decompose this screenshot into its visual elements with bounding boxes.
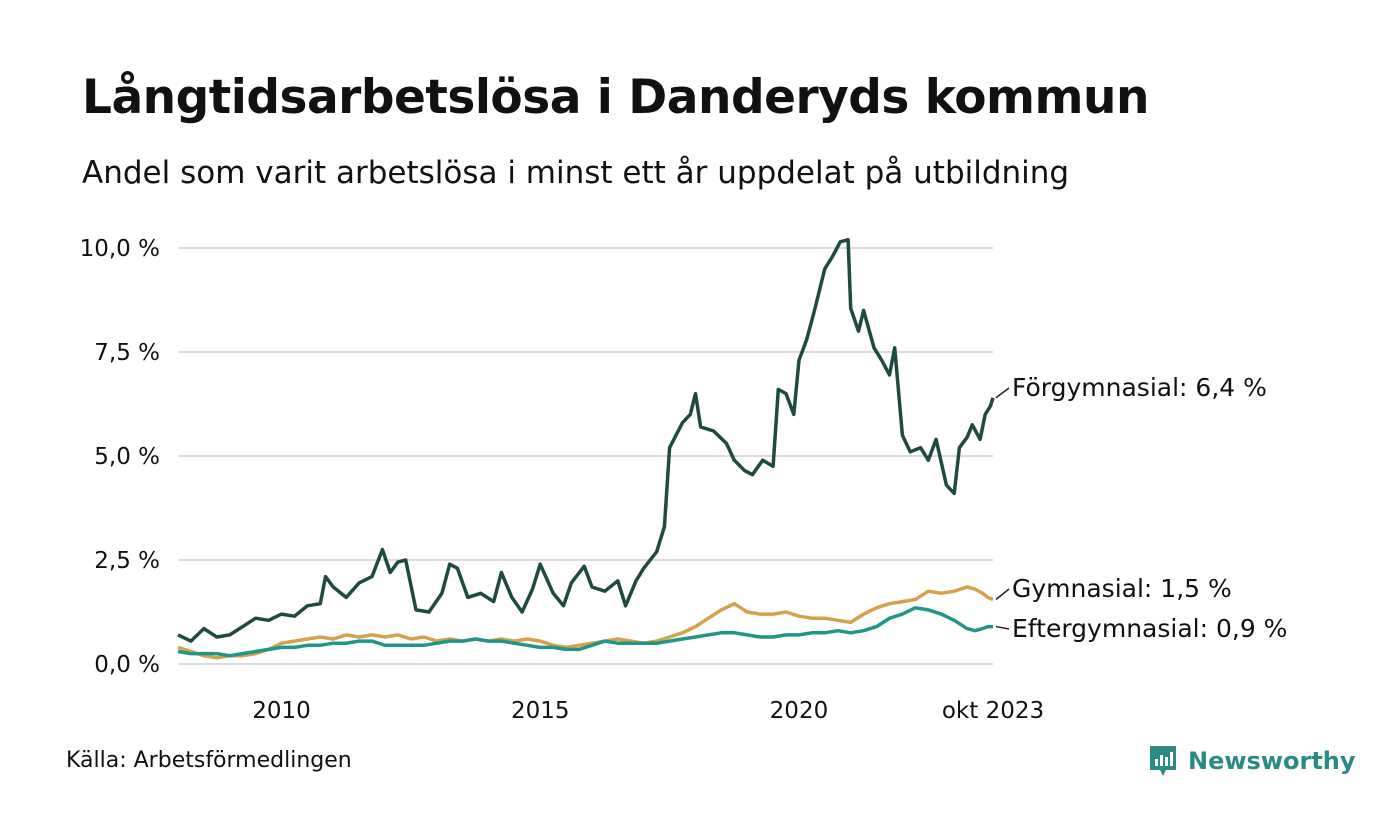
series-line-eftergymnasial (177, 606, 993, 658)
end-label-forgymnasial: Förgymnasial: 6,4 % (1012, 373, 1267, 402)
end-label-gymnasial: Gymnasial: 1,5 % (1012, 574, 1232, 603)
y-tick-label: 7,5 % (94, 340, 160, 366)
newsworthy-logo-icon (1150, 746, 1176, 776)
grid-lines (178, 247, 993, 665)
y-tick-label: 2,5 % (94, 548, 160, 574)
label-connector-forgymnasial (995, 387, 1010, 399)
brand-name: Newsworthy (1188, 747, 1356, 775)
label-connector-gymnasial (995, 588, 1010, 601)
series-line-forgymnasial (177, 237, 995, 643)
x-tick-label: 2010 (252, 698, 311, 724)
newsworthy-brand[interactable]: Newsworthy (1148, 744, 1356, 778)
x-tick-label: okt 2023 (942, 698, 1044, 724)
source-note: Källa: Arbetsförmedlingen (66, 748, 352, 773)
chart-subtitle: Andel som varit arbetslösa i minst ett å… (82, 155, 1070, 191)
y-tick-label: 5,0 % (94, 444, 160, 470)
y-axis-tick-labels: 0,0 % 2,5 % 5,0 % 7,5 % 10,0 % (80, 236, 160, 678)
series-lines (177, 237, 995, 660)
y-tick-label: 0,0 % (94, 652, 160, 678)
series-end-labels: Förgymnasial: 6,4 % Gymnasial: 1,5 % Efter… (995, 373, 1287, 643)
x-tick-label: 2015 (511, 698, 570, 724)
y-tick-label: 10,0 % (80, 236, 160, 262)
label-connector-eftergymnasial (995, 625, 1010, 630)
chart-title: Långtidsarbetslösa i Danderyds kommun (82, 70, 1149, 125)
x-axis-tick-labels: 2010 2015 2020 okt 2023 (252, 698, 1044, 724)
x-tick-label: 2020 (770, 698, 829, 724)
end-label-eftergymnasial: Eftergymnasial: 0,9 % (1012, 614, 1287, 643)
